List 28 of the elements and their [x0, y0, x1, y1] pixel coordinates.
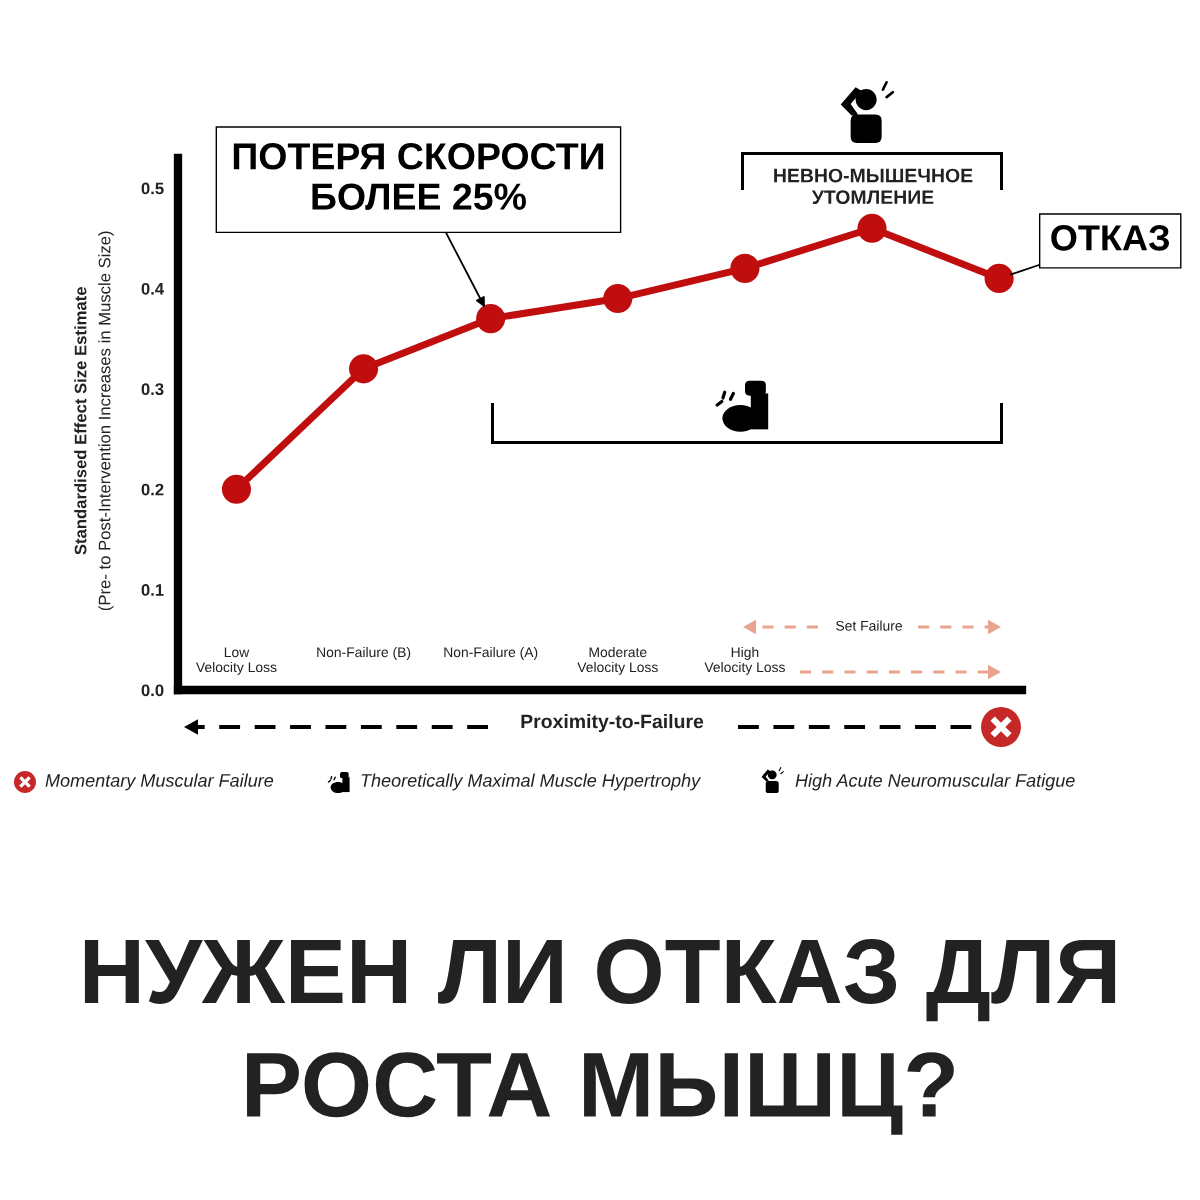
- point: [603, 283, 633, 314]
- x-axis-title: Proximity-to-Failure: [521, 714, 704, 733]
- text: Theoretically Maximal Muscle Hypertrophy: [361, 773, 702, 791]
- y-tick-label: 0.2: [141, 483, 164, 496]
- annotation: Set Failure: [836, 620, 902, 631]
- point: [221, 474, 252, 504]
- x-tick-label: Moderate Velocity Loss: [577, 646, 658, 675]
- point: [857, 213, 887, 243]
- x-tick-label: Non-Failure (A): [444, 646, 538, 660]
- y-tick-label: 0.4: [141, 282, 165, 295]
- text: НУЖЕН ЛИ ОТКАЗ ДЛЯ РОСТА МЫШЦ?: [84, 939, 1116, 1135]
- x-tick-label: Non-Failure (B): [317, 646, 411, 660]
- text: ОТКАЗ: [1051, 225, 1170, 251]
- y-tick-label: 0.5: [141, 182, 164, 195]
- x-tick-label: High Velocity Loss: [704, 646, 785, 675]
- text: Momentary Muscular Failure: [45, 773, 274, 791]
- annotation: НЕВНО-МЫШЕЧНОЕ УТОМЛЕНИЕ: [774, 168, 973, 205]
- point: [984, 263, 1014, 294]
- y-tick-label: 0.3: [141, 383, 164, 396]
- y-axis-title: Standardised Effect Size Estimate (Pre- to Post-Intervention Increases in Muscle Size): [74, 231, 114, 611]
- point: [730, 253, 760, 283]
- x-tick-label: Low Velocity Loss: [196, 647, 277, 675]
- text: High Acute Neuromuscular Fatigue: [795, 773, 1075, 791]
- point: [348, 354, 379, 384]
- y-tick-label: 0.0: [141, 684, 164, 697]
- annotation: ПОТЕРЯ СКОРОСТИ БОЛЕЕ 25%: [233, 143, 604, 210]
- point: [476, 304, 506, 334]
- y-tick-label: 0.1: [141, 584, 164, 596]
